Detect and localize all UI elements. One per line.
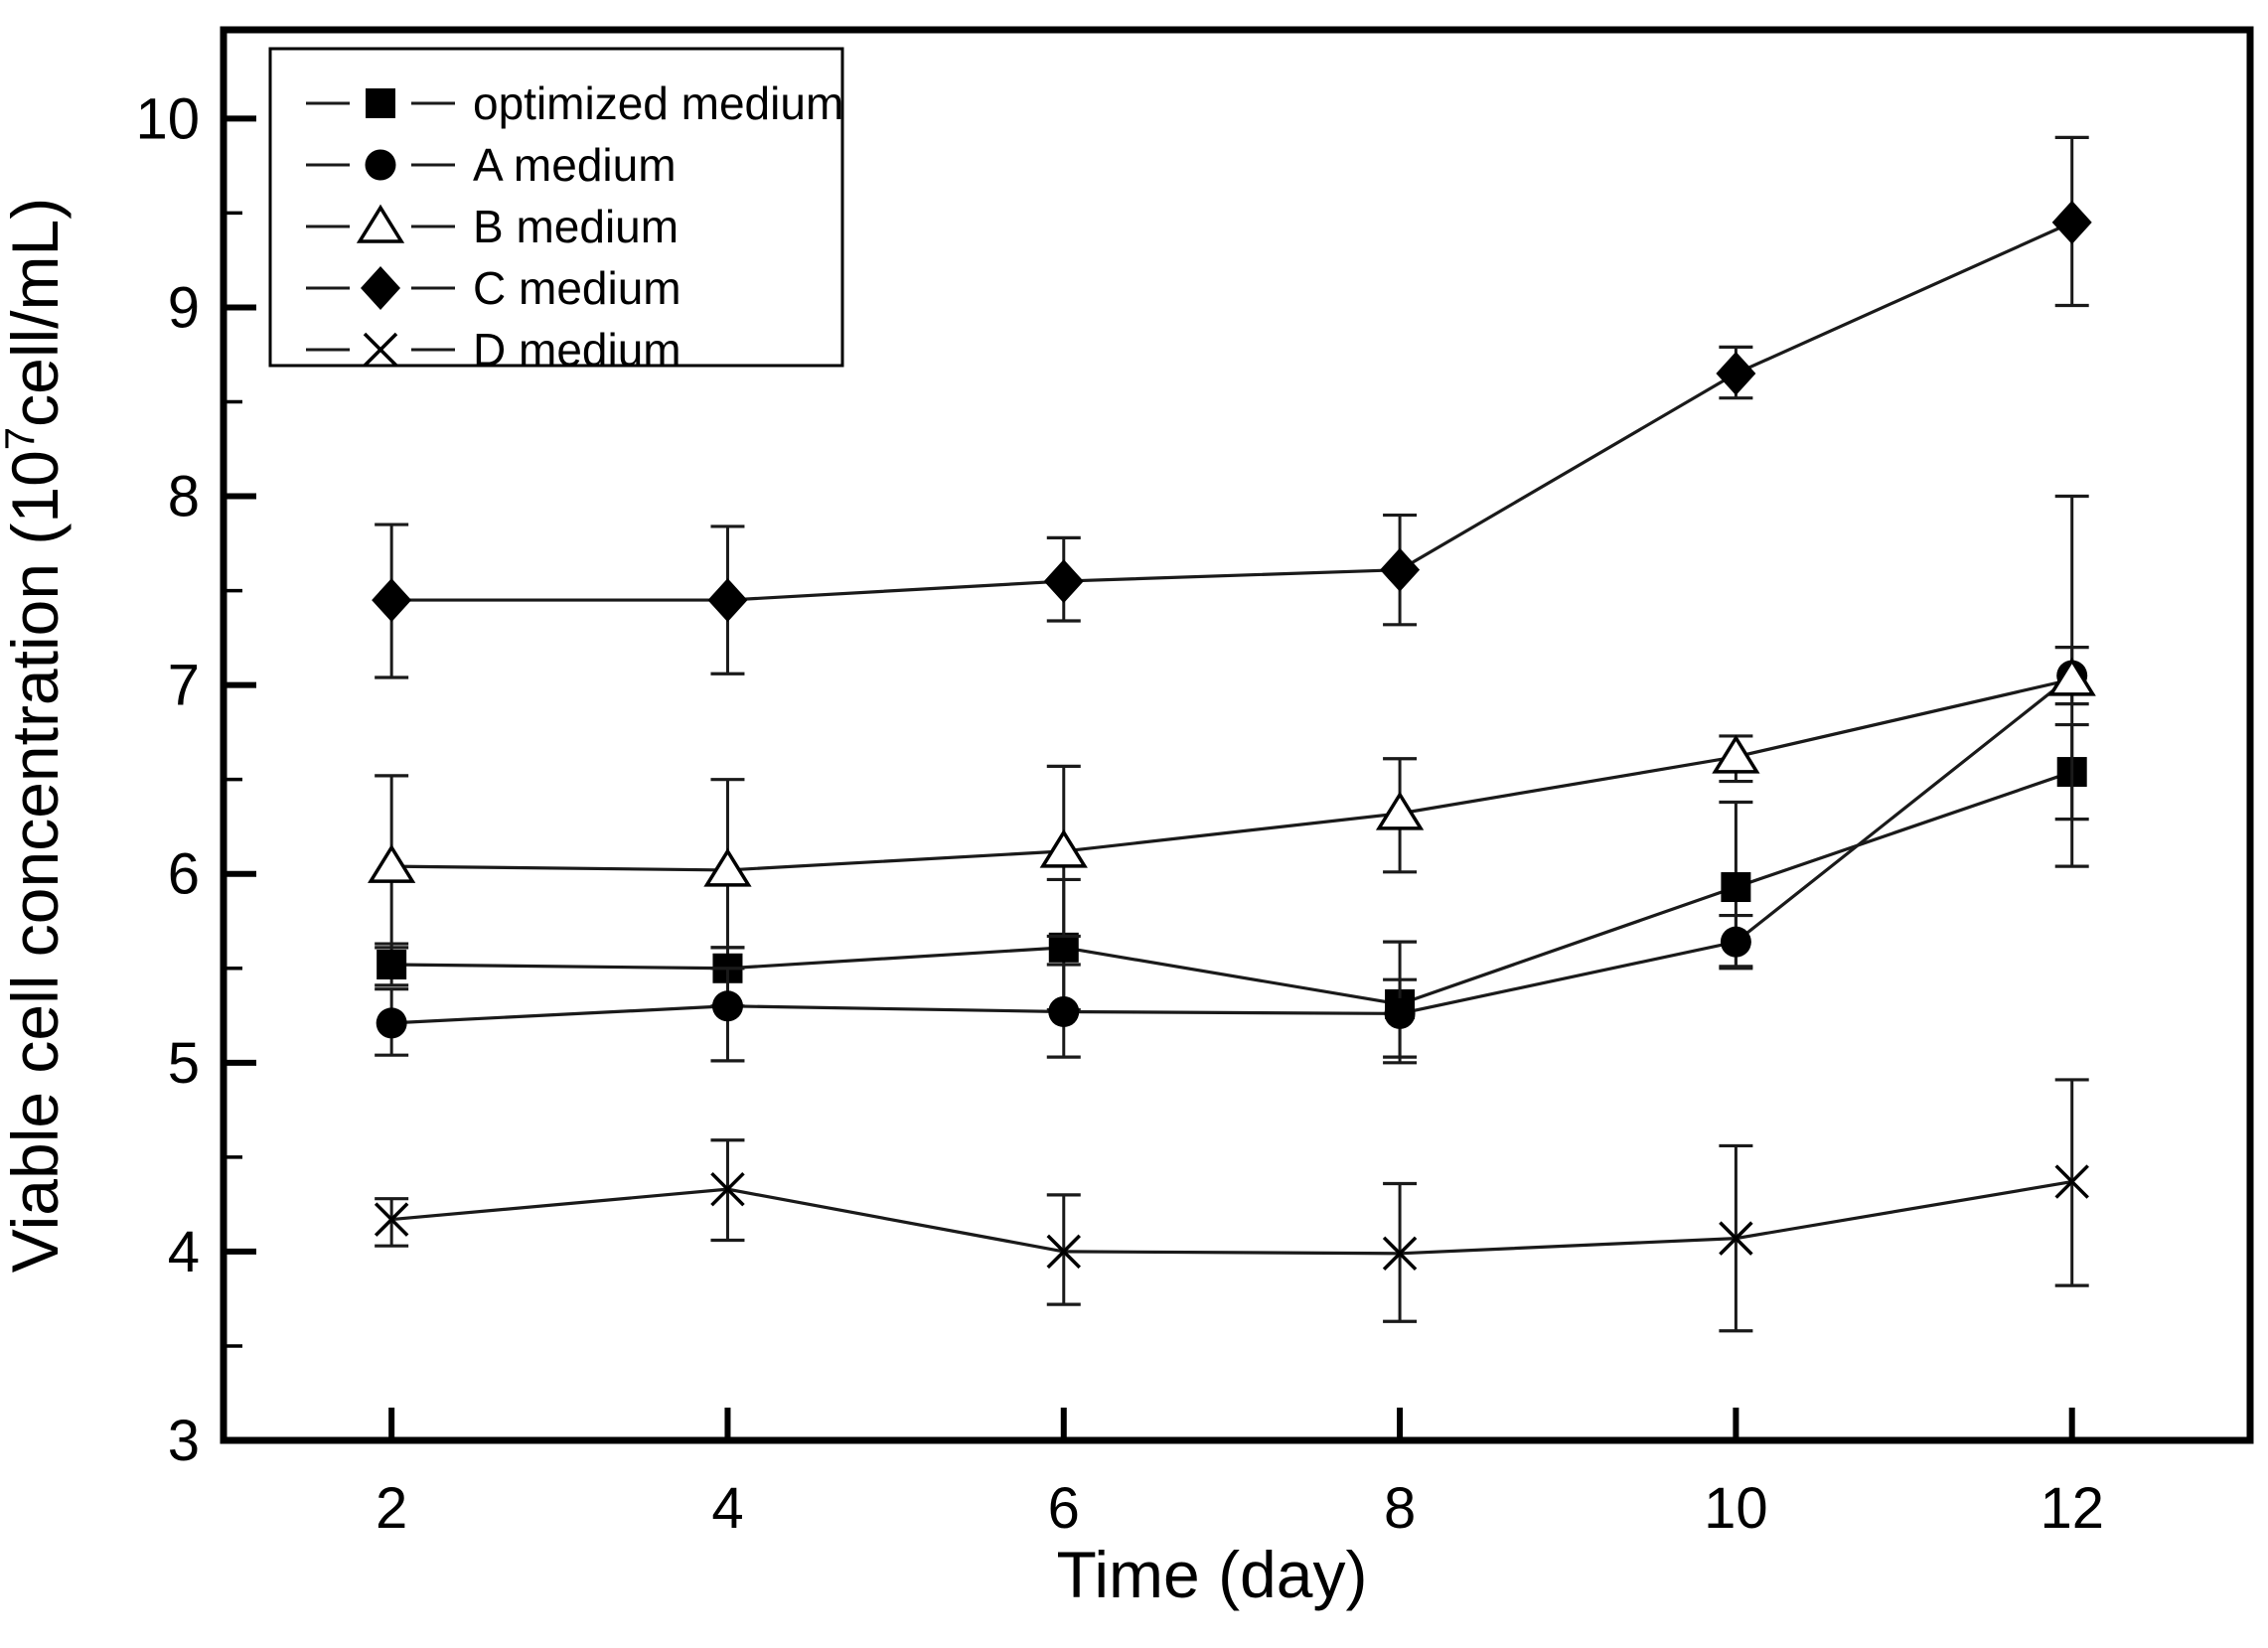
open-triangle-icon [2047,657,2096,696]
series-line [391,674,2073,1025]
y-tick-label: 8 [168,465,200,529]
y-tick-label: 4 [168,1220,200,1284]
legend-item-a-medium: A medium [306,139,677,191]
series-d-medium [374,1078,2089,1333]
x-cross-icon [2054,1164,2089,1199]
open-triangle-icon [1375,791,1425,830]
legend-label: B medium [473,201,679,252]
filled-circle-icon [711,990,743,1022]
x-cross-icon [1046,1234,1082,1270]
x-axis-title: Time (day) [1057,1538,1368,1611]
filled-diamond-icon [1716,351,1756,395]
y-tick-label: 6 [168,842,200,907]
x-tick-label: 10 [1704,1476,1768,1541]
filled-circle-icon [1048,995,1080,1027]
x-cross-icon [363,332,398,368]
plot-border [220,26,2254,1444]
filled-square-icon [1721,872,1751,903]
y-tick-label: 7 [168,654,200,718]
error-bar [375,1197,409,1248]
legend-item-b-medium: B medium [306,201,679,252]
y-tick-label: 10 [135,86,200,151]
legend-item-d-medium: D medium [306,324,681,375]
x-cross-icon [1719,1221,1753,1256]
y-tick-label: 9 [168,275,200,340]
y-axis: 3 4 5 6 7 8 9 10 [135,86,256,1473]
filled-diamond-icon [707,578,748,623]
filled-diamond-icon [372,578,412,623]
x-tick-label: 2 [376,1476,407,1541]
legend-label: A medium [473,139,677,191]
y-tick-label: 5 [168,1031,200,1096]
x-axis: 2 4 6 8 10 12 [376,1408,2104,1541]
x-cross-icon [1382,1236,1418,1272]
legend: optimized medium A medium B medium C medium… [268,47,844,375]
x-tick-label: 12 [2040,1476,2104,1541]
legend-item-c-medium: C medium [306,262,681,314]
legend-label: optimized medium [473,77,843,129]
filled-diamond-icon [2051,200,2092,244]
y-tick-label: 3 [168,1409,200,1473]
x-tick-label: 6 [1048,1476,1080,1541]
filled-circle-icon [1384,997,1416,1029]
open-triangle-icon [356,204,405,243]
y-axis-title: Viable cell concentration (107cell/mL) [0,198,72,1273]
series-line [391,770,2073,1006]
x-cross-icon [374,1202,409,1237]
legend-label: C medium [473,262,681,314]
series-c-medium [372,135,2092,679]
open-triangle-icon [1712,734,1760,774]
filled-circle-icon [1720,926,1751,958]
x-tick-label: 4 [711,1476,743,1541]
open-triangle-icon [1039,828,1088,868]
open-triangle-icon [368,843,416,883]
filled-diamond-icon [1043,559,1084,604]
legend-label: D medium [473,324,681,375]
series-line [391,221,2073,602]
filled-square-icon [366,88,395,118]
series-line [391,1179,2072,1256]
series-line [391,677,2073,872]
filled-circle-icon [376,1007,407,1039]
filled-square-icon [377,949,407,979]
open-triangle-icon [703,847,752,887]
filled-diamond-icon [1380,547,1421,592]
filled-diamond-icon [361,266,400,310]
legend-item-optimized-medium: optimized medium [306,77,843,129]
filled-circle-icon [365,149,396,181]
x-cross-icon [710,1171,745,1207]
series-b-medium [368,494,2096,950]
x-tick-label: 8 [1384,1476,1416,1541]
